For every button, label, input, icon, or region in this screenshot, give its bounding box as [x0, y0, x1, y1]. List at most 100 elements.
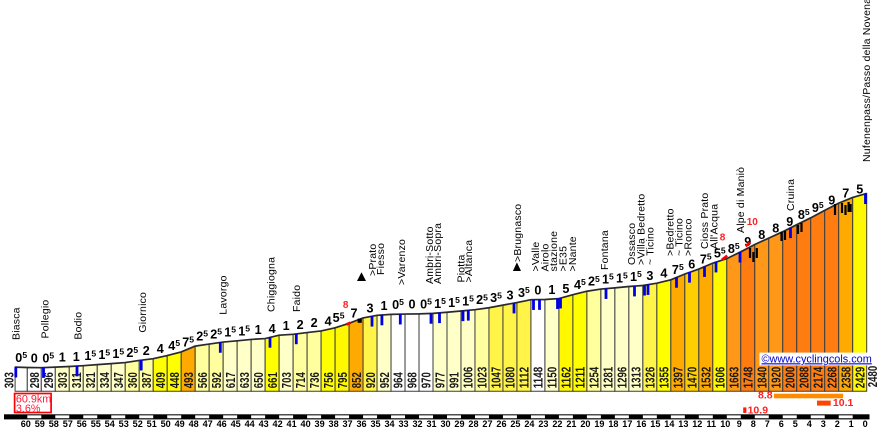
svg-text:7: 7 [842, 186, 849, 200]
svg-text:0: 0 [863, 419, 868, 429]
svg-text:5: 5 [562, 282, 569, 296]
svg-text:952: 952 [377, 372, 392, 388]
svg-text:>Prato: >Prato [367, 244, 379, 276]
svg-text:stazione: stazione [548, 231, 560, 272]
svg-text:795: 795 [335, 372, 350, 388]
svg-text:1470: 1470 [685, 367, 700, 388]
svg-text:~ Ticino: ~ Ticino [644, 227, 656, 265]
svg-text:714: 714 [293, 372, 308, 389]
svg-text:37: 37 [343, 419, 353, 429]
svg-text:977: 977 [433, 372, 448, 388]
svg-text:9: 9 [786, 215, 793, 229]
svg-text:2088: 2088 [796, 367, 811, 388]
svg-text:39: 39 [315, 419, 325, 429]
svg-text:1: 1 [849, 419, 854, 429]
svg-text:1663: 1663 [727, 367, 742, 388]
svg-text:>Brugnasco: >Brugnasco [512, 204, 524, 262]
svg-text:10.9: 10.9 [748, 404, 769, 416]
svg-text:11: 11 [706, 419, 716, 429]
svg-text:493: 493 [181, 372, 196, 388]
svg-text:48: 48 [189, 419, 199, 429]
svg-text:1112: 1112 [517, 367, 532, 388]
svg-text:1: 1 [59, 351, 66, 365]
svg-text:12: 12 [692, 419, 702, 429]
svg-text:1: 1 [73, 350, 80, 364]
svg-text:2000: 2000 [782, 367, 797, 388]
svg-text:3: 3 [646, 269, 653, 283]
svg-text:321: 321 [83, 372, 98, 388]
svg-text:Ambri-Sopra: Ambri-Sopra [432, 223, 444, 284]
svg-text:Fontana: Fontana [599, 230, 611, 270]
svg-text:49: 49 [175, 419, 185, 429]
svg-text:1397: 1397 [671, 367, 686, 388]
svg-text:19: 19 [594, 419, 604, 429]
svg-text:~ Ticino: ~ Ticino [674, 218, 686, 256]
svg-text:Alpe di Maniò: Alpe di Maniò [735, 167, 747, 233]
svg-text:28: 28 [468, 419, 478, 429]
svg-text:40: 40 [301, 419, 311, 429]
svg-text:409: 409 [153, 372, 168, 388]
svg-text:633: 633 [237, 372, 252, 388]
svg-text:2: 2 [143, 344, 150, 358]
svg-text:Ambri-Sotto: Ambri-Sotto [424, 226, 436, 284]
svg-text:964: 964 [391, 372, 406, 389]
svg-text:35: 35 [370, 419, 380, 429]
svg-text:4: 4 [157, 342, 164, 356]
svg-text:>E35: >E35 [557, 246, 569, 272]
svg-text:661: 661 [265, 372, 280, 388]
svg-text:59: 59 [35, 419, 45, 429]
svg-text:1: 1 [548, 283, 555, 297]
svg-text:2: 2 [835, 419, 840, 429]
svg-text:9: 9 [744, 235, 751, 249]
svg-text:1047: 1047 [489, 367, 504, 388]
svg-text:21: 21 [566, 419, 576, 429]
svg-text:All'Acqua: All'Acqua [709, 204, 721, 249]
svg-text:991: 991 [447, 372, 462, 388]
svg-text:4: 4 [269, 322, 276, 336]
svg-text:1254: 1254 [587, 366, 602, 388]
svg-text:1296: 1296 [615, 367, 630, 388]
svg-text:0: 0 [31, 351, 38, 365]
svg-text:Nufenenpass/Passo della Novena: Nufenenpass/Passo della Novena [861, 0, 873, 162]
svg-text:0: 0 [534, 283, 541, 297]
svg-text:>Varenzo: >Varenzo [396, 239, 408, 285]
svg-text:360: 360 [125, 372, 140, 388]
svg-text:9: 9 [828, 194, 835, 208]
svg-text:4: 4 [660, 267, 667, 281]
svg-text:617: 617 [223, 372, 238, 388]
svg-text:Fiesso: Fiesso [375, 243, 387, 275]
svg-text:3: 3 [367, 301, 374, 315]
svg-text:852: 852 [349, 372, 364, 388]
svg-text:>Ronco: >Ronco [682, 218, 694, 256]
svg-text:10: 10 [747, 217, 759, 228]
svg-text:2480: 2480 [865, 366, 880, 387]
svg-text:8: 8 [758, 228, 765, 242]
svg-text:Lavorgo: Lavorgo [217, 275, 229, 314]
svg-text:5: 5 [793, 419, 798, 429]
svg-text:Piotta: Piotta [456, 254, 468, 282]
svg-text:968: 968 [405, 372, 420, 388]
svg-text:>Villa Bedretto: >Villa Bedretto [635, 194, 647, 265]
svg-text:9: 9 [737, 419, 742, 429]
svg-text:387: 387 [139, 372, 154, 388]
svg-text:1006: 1006 [461, 367, 476, 388]
svg-text:34: 34 [384, 419, 395, 429]
svg-text:29: 29 [454, 419, 464, 429]
svg-text:1840: 1840 [754, 367, 769, 388]
svg-text:8.8: 8.8 [758, 389, 773, 401]
svg-text:27: 27 [482, 419, 492, 429]
svg-text:8: 8 [772, 221, 779, 235]
svg-text:56: 56 [77, 419, 87, 429]
svg-text:1023: 1023 [475, 367, 490, 388]
svg-text:3.6%: 3.6% [16, 403, 41, 415]
svg-text:44: 44 [245, 419, 256, 429]
svg-text:Giornico: Giornico [137, 292, 149, 333]
svg-text:58: 58 [49, 419, 59, 429]
svg-text:32: 32 [412, 419, 422, 429]
svg-text:30: 30 [440, 419, 450, 429]
svg-text:43: 43 [259, 419, 269, 429]
svg-text:566: 566 [195, 372, 210, 388]
svg-text:38: 38 [329, 419, 339, 429]
svg-text:1148: 1148 [531, 367, 546, 388]
svg-text:24: 24 [524, 419, 535, 429]
